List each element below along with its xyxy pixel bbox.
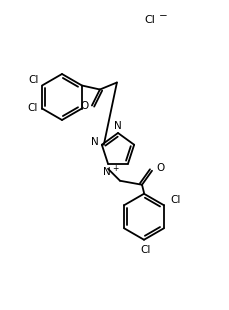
Text: Cl: Cl (140, 245, 150, 255)
Text: O: O (80, 101, 89, 112)
Text: O: O (155, 163, 164, 173)
Text: Cl: Cl (144, 15, 155, 25)
Text: Cl: Cl (27, 104, 37, 113)
Text: −: − (158, 11, 167, 21)
Text: N: N (103, 167, 110, 177)
Text: Cl: Cl (28, 76, 38, 86)
Text: +: + (111, 164, 118, 173)
Text: N: N (90, 137, 98, 147)
Text: Cl: Cl (170, 195, 180, 205)
Text: N: N (114, 121, 121, 131)
